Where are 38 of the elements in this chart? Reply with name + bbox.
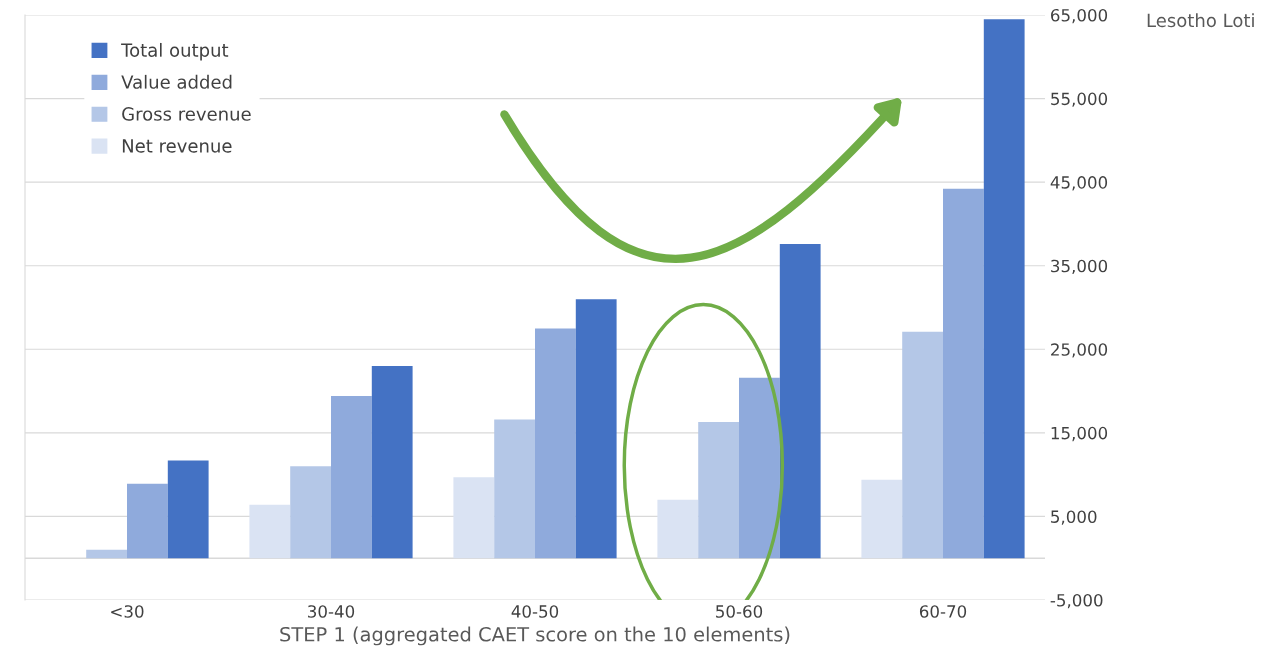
bar [575,299,617,559]
legend-label: Value added [121,74,232,89]
bar [249,504,291,559]
x-tick-label: 50-60 [716,605,763,618]
x-tick-label: <30 [111,605,144,618]
bar [331,396,372,559]
y-tick-label: 55,000 [1051,92,1108,107]
bar [167,460,209,559]
bar [86,549,127,559]
y-tick-label: 25,000 [1051,343,1108,358]
x-tick-label: 40-50 [511,605,559,618]
legend-label: Gross revenue [122,107,251,121]
bar [657,499,699,559]
x-tick-label: 60-70 [919,605,967,618]
bar [290,466,331,559]
y-tick-label: 5,000 [1051,510,1097,525]
bar [127,483,168,559]
bar [739,377,780,559]
legend-label: Total output [121,42,229,61]
bar [902,331,943,559]
y-tick-label: -5,000 [1050,593,1103,609]
y-tick-label: 35,000 [1051,259,1108,274]
y-axis-title: Lesotho Loti [1147,13,1254,28]
bar [983,19,1025,559]
x-tick-label: 30-40 [308,605,355,618]
y-tick-label: 65,000 [1051,8,1108,24]
bar [453,477,495,559]
bar [861,479,903,559]
bar [494,419,535,559]
bar [698,421,739,559]
bar [943,188,984,559]
bar [779,243,821,559]
bar [535,328,576,559]
x-axis-title: STEP 1 (aggregated CAET score on the 10 elements) [280,626,790,646]
legend-label: Net revenue [122,139,232,153]
bar [371,366,413,559]
y-tick-label: 45,000 [1050,176,1108,191]
y-tick-label: 15,000 [1051,426,1108,442]
